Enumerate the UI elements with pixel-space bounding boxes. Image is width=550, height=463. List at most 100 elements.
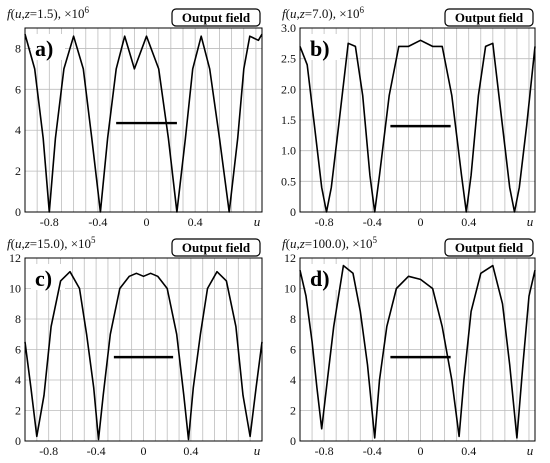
y-tick-label: 8 [15, 41, 21, 55]
y-label-arg1: u [290, 6, 297, 21]
y-tick-label: 6 [290, 343, 296, 357]
y-tick-label: 8 [15, 312, 21, 326]
y-tick-label: 8 [290, 312, 296, 326]
y-tick-label: 1.5 [281, 113, 296, 127]
x-tick-label: 0 [141, 444, 147, 458]
panel-label-bg [306, 34, 340, 60]
panel-label: b) [310, 36, 330, 61]
legend-box [444, 8, 534, 27]
y-tick-label: 3.0 [281, 21, 296, 35]
y-axis-label: f(u,z=7.0), ×106 [282, 5, 365, 21]
y-label-arg2: z [24, 236, 30, 251]
x-tick-label: -0.4 [87, 444, 106, 458]
y-label-zval: =1.5), ×10 [30, 6, 85, 21]
y-label-zval: =100.0), ×10 [305, 236, 373, 251]
x-axis-label: u [527, 443, 534, 458]
y-tick-label: 12 [9, 251, 21, 265]
y-tick-label: 2.5 [281, 52, 296, 66]
y-tick-label: 0.5 [281, 174, 296, 188]
legend-label: Output field [182, 240, 251, 255]
y-label-arg1: u [15, 236, 22, 251]
y-tick-label: 4 [290, 373, 296, 387]
legend-label: Output field [182, 10, 251, 25]
legend-box [444, 238, 534, 257]
y-tick-label: 0 [15, 205, 21, 219]
legend-box [171, 238, 261, 257]
y-label-comma: , [296, 6, 299, 21]
x-tick-label: 0 [144, 215, 150, 229]
legend-box [171, 8, 261, 27]
legend-label: Output field [455, 240, 524, 255]
plot-frame [24, 257, 263, 442]
y-tick-label: 4 [15, 373, 21, 387]
y-label-func: f [7, 6, 13, 21]
y-tick-label: 1.0 [281, 144, 296, 158]
x-tick-label: 0.4 [183, 444, 198, 458]
y-tick-label: 10 [9, 282, 21, 296]
y-label-comma: , [296, 236, 299, 251]
y-label-paren: ( [286, 236, 290, 251]
y-tick-label: 0 [15, 434, 21, 448]
y-label-arg1: u [15, 6, 22, 21]
series-line [299, 264, 536, 439]
panel-label: c) [35, 266, 52, 291]
plot-frame [299, 257, 536, 442]
y-label-zval: =7.0), ×10 [305, 6, 360, 21]
x-axis-label: u [527, 214, 534, 229]
panel-1: 00.51.01.52.02.53.0-0.8 -0.4 0 0.4 uf(u,z=7.… [281, 5, 536, 229]
y-tick-label: 2.0 [281, 82, 296, 96]
panel-label-bg [31, 34, 65, 60]
plot-frame [299, 27, 536, 213]
x-tick-label: 0 [418, 215, 424, 229]
x-tick-label: 0 [418, 444, 424, 458]
y-label-comma: , [21, 236, 24, 251]
y-tick-label: 10 [284, 282, 296, 296]
x-tick-label: 0.4 [461, 444, 476, 458]
x-tick-label: -0.8 [40, 215, 59, 229]
legend-label: Output field [455, 10, 524, 25]
y-tick-label: 4 [15, 123, 21, 137]
y-label-exponent: 6 [360, 5, 365, 15]
y-tick-label: 0 [290, 205, 296, 219]
y-label-exponent: 5 [373, 235, 378, 245]
x-tick-label: -0.8 [315, 444, 334, 458]
y-tick-label: 6 [15, 82, 21, 96]
y-tick-label: 2 [15, 164, 21, 178]
y-label-func: f [282, 236, 288, 251]
y-tick-label: 12 [284, 251, 296, 265]
x-tick-label: -0.8 [39, 444, 58, 458]
panel-label-bg [306, 264, 340, 290]
series-line [299, 39, 536, 213]
panel-label: d) [310, 266, 330, 291]
y-label-func: f [282, 6, 288, 21]
y-axis-label: f(u,z=15.0), ×105 [7, 235, 96, 251]
y-label-arg2: z [299, 6, 305, 21]
y-tick-label: 6 [15, 343, 21, 357]
plot-frame [24, 27, 263, 213]
x-tick-label: -0.4 [363, 215, 382, 229]
y-label-paren: ( [286, 6, 290, 21]
y-label-func: f [7, 236, 13, 251]
y-label-arg2: z [24, 6, 30, 21]
y-label-comma: , [21, 6, 24, 21]
x-axis-label: u [254, 443, 261, 458]
x-tick-label: -0.4 [363, 444, 382, 458]
x-axis-label: u [254, 214, 261, 229]
y-label-exponent: 6 [85, 5, 90, 15]
y-label-arg1: u [290, 236, 297, 251]
y-axis-label: f(u,z=1.5), ×106 [7, 5, 90, 21]
series-line [24, 270, 263, 441]
x-tick-label: 0.4 [188, 215, 203, 229]
y-axis-label: f(u,z=100.0), ×105 [282, 235, 378, 251]
panel-label: a) [35, 36, 53, 61]
y-label-zval: =15.0), ×10 [30, 236, 91, 251]
x-tick-label: -0.4 [88, 215, 107, 229]
x-tick-label: 0.4 [461, 215, 476, 229]
y-tick-label: 2 [290, 404, 296, 418]
series-line [24, 33, 263, 213]
y-label-exponent: 5 [91, 235, 96, 245]
